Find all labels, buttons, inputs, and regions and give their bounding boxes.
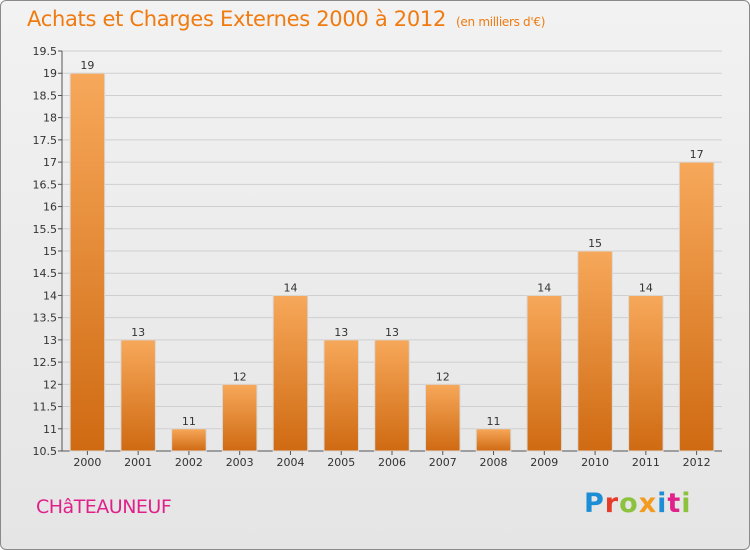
bar-value-label: 17 bbox=[690, 148, 704, 161]
bar-2008 bbox=[475, 428, 512, 452]
x-tick-label: 2010 bbox=[581, 456, 609, 469]
y-tick-label: 11.5 bbox=[33, 401, 58, 414]
bar-value-label: 11 bbox=[487, 415, 501, 428]
y-tick-label: 17.5 bbox=[33, 134, 58, 147]
bar-value-label: 13 bbox=[385, 326, 399, 339]
x-tick-label: 2006 bbox=[378, 456, 406, 469]
x-axis-ticks: 2000 2001 2002 2003 2004 2005 2006 2007 2008 2009… bbox=[73, 451, 711, 469]
y-tick-label: 16.5 bbox=[33, 178, 58, 191]
chart-title: Achats et Charges Externes 2000 à 2012 (e… bbox=[27, 7, 545, 31]
x-tick-label: 2003 bbox=[226, 456, 254, 469]
y-tick-label: 15 bbox=[43, 245, 57, 258]
y-tick-label: 15.5 bbox=[33, 223, 58, 236]
bar-2005 bbox=[323, 339, 359, 452]
bar-value-label: 14 bbox=[283, 281, 297, 294]
logo-letter: t bbox=[667, 488, 682, 519]
y-tick-label: 19.5 bbox=[33, 45, 58, 58]
y-tick-label: 18.5 bbox=[33, 89, 58, 102]
bar-value-label: 13 bbox=[131, 326, 145, 339]
bar-2002 bbox=[171, 428, 207, 452]
bar-value-label: 14 bbox=[639, 281, 653, 294]
bar-value-label: 12 bbox=[233, 370, 247, 383]
bar-2011 bbox=[628, 294, 664, 452]
y-tick-label: 10.5 bbox=[33, 445, 58, 458]
commune-name: CHâTEAUNEUF bbox=[36, 496, 172, 518]
y-tick-label: 14.5 bbox=[33, 267, 58, 280]
y-tick-label: 12.5 bbox=[33, 356, 58, 369]
y-axis-ticks: 10.5 11 11.5 12 12.5 13 13.5 14 14.5 15 15.5 16 16.5… bbox=[33, 45, 62, 458]
bar-value-label: 11 bbox=[182, 415, 196, 428]
chart-title-text: Achats et Charges Externes 2000 à 2012 bbox=[27, 7, 447, 31]
y-tick-label: 12 bbox=[43, 378, 57, 391]
bar-2007 bbox=[425, 383, 461, 452]
bar-2009 bbox=[526, 294, 563, 452]
x-tick-label: 2002 bbox=[175, 456, 203, 469]
logo-letter: x bbox=[638, 488, 658, 519]
x-tick-label: 2005 bbox=[327, 456, 355, 469]
y-tick-label: 17 bbox=[43, 156, 57, 169]
bar-2012 bbox=[678, 161, 715, 452]
y-tick-label: 13 bbox=[43, 334, 57, 347]
y-tick-label: 14 bbox=[43, 289, 57, 302]
x-tick-label: 2004 bbox=[276, 456, 304, 469]
bar-2003 bbox=[221, 383, 258, 452]
bar-2010 bbox=[577, 250, 613, 452]
y-tick-label: 18 bbox=[43, 112, 57, 125]
x-tick-label: 2009 bbox=[530, 456, 558, 469]
x-tick-label: 2011 bbox=[632, 456, 660, 469]
y-tick-label: 11 bbox=[43, 423, 57, 436]
logo-letter: r bbox=[604, 488, 620, 519]
y-tick-label: 16 bbox=[43, 201, 57, 214]
logo-letter: o bbox=[619, 488, 639, 519]
logo-letter: i bbox=[657, 488, 668, 519]
x-tick-label: 2008 bbox=[480, 456, 508, 469]
bar-2004 bbox=[272, 294, 309, 452]
x-tick-label: 2001 bbox=[124, 456, 152, 469]
bar-2001 bbox=[120, 339, 156, 452]
logo-letter: i bbox=[681, 488, 692, 519]
bar-value-label: 19 bbox=[80, 59, 94, 72]
y-tick-label: 13.5 bbox=[33, 312, 58, 325]
y-tick-label: 19 bbox=[43, 67, 57, 80]
bar-value-label: 15 bbox=[588, 237, 602, 250]
x-tick-label: 2012 bbox=[683, 456, 711, 469]
proxiti-logo: Proxiti bbox=[584, 488, 692, 519]
logo-letter: P bbox=[584, 488, 605, 519]
x-tick-label: 2007 bbox=[429, 456, 457, 469]
bar-value-label: 12 bbox=[436, 370, 450, 383]
bars: 19 13 11 12 14 13 13 12 11 14 15 14 17 bbox=[69, 59, 715, 452]
bar-value-label: 13 bbox=[334, 326, 348, 339]
chart-unit: (en milliers d'€) bbox=[456, 15, 546, 29]
x-tick-label: 2000 bbox=[73, 456, 101, 469]
bar-2006 bbox=[374, 339, 410, 452]
bar-2000 bbox=[69, 72, 106, 452]
bar-value-label: 14 bbox=[537, 281, 551, 294]
